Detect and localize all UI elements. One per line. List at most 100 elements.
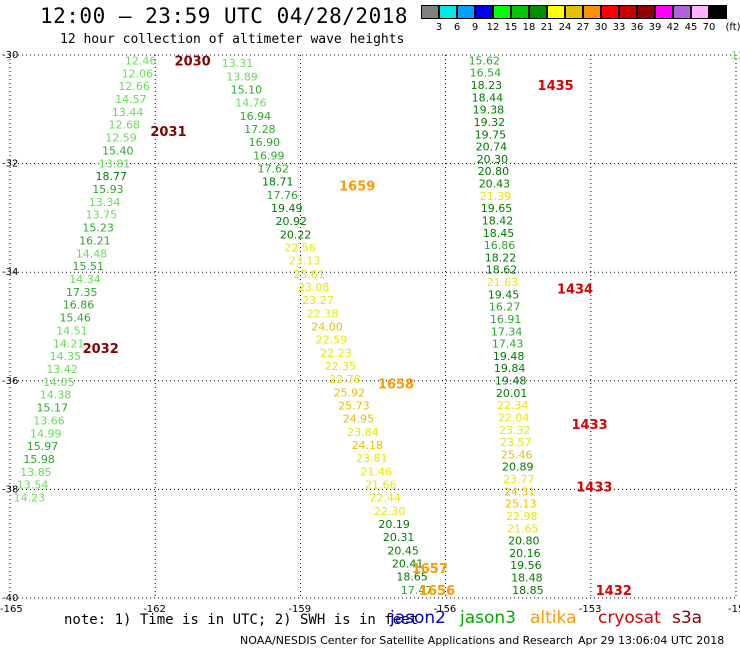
x-tick-label: -159	[288, 604, 311, 615]
color-scale-label: 33	[612, 22, 626, 33]
wave-height-value: 21.46	[361, 465, 393, 478]
wave-height-value: 20.89	[502, 461, 534, 474]
x-tick-label: -162	[143, 604, 166, 615]
color-scale-label: 39	[648, 22, 662, 33]
wave-height-value: 23.32	[499, 424, 531, 437]
color-swatch	[583, 5, 601, 19]
wave-height-value: 13.31	[222, 57, 254, 70]
wave-height-value: 18.71	[262, 176, 294, 189]
wave-height-value: 18.65	[396, 571, 428, 584]
wave-height-value: 22.44	[369, 492, 401, 505]
color-scale-label: 30	[594, 22, 608, 33]
wave-height-value: 16.94	[240, 110, 272, 123]
pass-time-label: 2031	[150, 125, 186, 140]
wave-height-value: 12.66	[118, 80, 150, 93]
color-scale-label: 3	[435, 22, 443, 33]
wave-height-value: 19.65	[481, 202, 513, 215]
wave-height-value: 23.08	[298, 281, 330, 294]
wave-height-value: 14.35	[50, 350, 82, 363]
wave-height-value: 21.39	[480, 190, 512, 203]
wave-height-value: 15.23	[82, 222, 114, 235]
pass-time-label: 1434	[557, 282, 593, 297]
color-scale-label: 21	[540, 22, 554, 33]
wave-height-value: 21.66	[365, 479, 397, 492]
legend-s3a: s3a	[672, 608, 703, 628]
wave-height-value: 12.59	[105, 132, 137, 145]
color-swatch	[601, 5, 619, 19]
color-scale-label: 18	[522, 22, 536, 33]
wave-height-value: 17.28	[244, 123, 276, 136]
wave-height-value: 17.62	[258, 162, 290, 175]
wave-height-value: 22.78	[329, 373, 361, 386]
color-scale-label: 9	[471, 22, 479, 33]
wave-height-value: 20.01	[496, 387, 528, 400]
footer-timestamp: Apr 29 13:06:04 UTC 2018	[578, 634, 725, 647]
pass-time-label: 2030	[175, 54, 211, 69]
wave-height-value: 24.18	[352, 439, 384, 452]
wave-height-value: 23.77	[503, 473, 535, 486]
wave-height-value: 24.95	[343, 413, 375, 426]
pass-time-label: 1657	[412, 562, 448, 577]
wave-height-value: 20.30	[477, 153, 509, 166]
y-tick-label: -30	[2, 50, 18, 61]
wave-height-value: 16.54	[470, 67, 502, 80]
wave-height-value: 20.80	[478, 165, 510, 178]
wave-height-value: 14.51	[56, 324, 88, 337]
wave-height-value: 22.56	[284, 241, 316, 254]
wave-height-value: 25.46	[501, 448, 533, 461]
wave-height-value: 20.22	[280, 228, 312, 241]
chart-subtitle: 12 hour collection of altimeter wave hei…	[60, 32, 405, 47]
wave-height-value: 16.90	[249, 136, 281, 149]
color-scale-label: 42	[666, 22, 680, 33]
y-tick-label: -32	[2, 159, 18, 170]
wave-height-value: 22.34	[497, 399, 529, 412]
wave-height-value: 18.44	[472, 91, 504, 104]
wave-height-value: 13.42	[46, 363, 78, 376]
wave-height-value: 23.27	[302, 294, 334, 307]
legend-jason3: jason3	[460, 608, 516, 628]
note-text: note: 1) Time is in UTC; 2) SWH is in fe…	[64, 612, 419, 628]
color-scale-label: 12	[486, 22, 500, 33]
wave-height-value: 12.46	[125, 54, 157, 67]
wave-height-value: 12.68	[109, 119, 141, 132]
wave-height-value: 24.00	[311, 321, 343, 334]
wave-height-value: 22.38	[307, 307, 339, 320]
color-scale-label: 36	[630, 22, 644, 33]
pass-time-label: 1656	[419, 584, 455, 599]
footer-credit: NOAA/NESDIS Center for Satellite Applica…	[240, 634, 574, 647]
wave-height-value: 18.85	[512, 584, 544, 597]
wave-height-value: 22.98	[506, 510, 538, 523]
wave-height-value: 21.65	[507, 522, 539, 535]
wave-height-value: 14.05	[43, 376, 75, 389]
wave-height-value: 14.99	[30, 427, 62, 440]
wave-height-value: 20.41	[392, 558, 424, 571]
pass-time-label: 1433	[571, 418, 607, 433]
wave-height-value: 20.43	[479, 178, 511, 191]
color-swatch	[619, 5, 637, 19]
wave-height-value: 15.51	[73, 260, 105, 273]
wave-height-value: 20.92	[275, 215, 307, 228]
wave-height-value: 17.34	[491, 325, 523, 338]
wave-height-value: 19.32	[474, 116, 506, 129]
legend-altika: altika	[530, 608, 577, 628]
wave-height-value: 15.97	[27, 440, 59, 453]
color-swatch	[511, 5, 529, 19]
color-scale-label: 27	[576, 22, 590, 33]
color-swatch	[655, 5, 673, 19]
color-swatch	[493, 5, 511, 19]
wave-height-value: 14.76	[235, 97, 267, 110]
wave-height-value: 23.84	[347, 426, 379, 439]
wave-height-value: 16.99	[253, 149, 285, 162]
wave-height-value: 20.74	[476, 141, 508, 154]
wave-height-value: 17.76	[267, 189, 299, 202]
wave-height-value: 25.13	[505, 498, 537, 511]
color-scale-unit: (ft)	[725, 22, 740, 33]
wave-height-value: 19.38	[473, 104, 505, 117]
pass-time-label: 1433	[576, 481, 612, 496]
x-tick-label: -165	[0, 604, 23, 615]
y-tick-label: -34	[2, 267, 18, 278]
pass-time-label: 1432	[596, 584, 632, 599]
wave-height-value: 16.21	[79, 234, 111, 247]
wave-height-value: 18.22	[485, 251, 517, 264]
wave-height-value: 19.48	[493, 350, 525, 363]
